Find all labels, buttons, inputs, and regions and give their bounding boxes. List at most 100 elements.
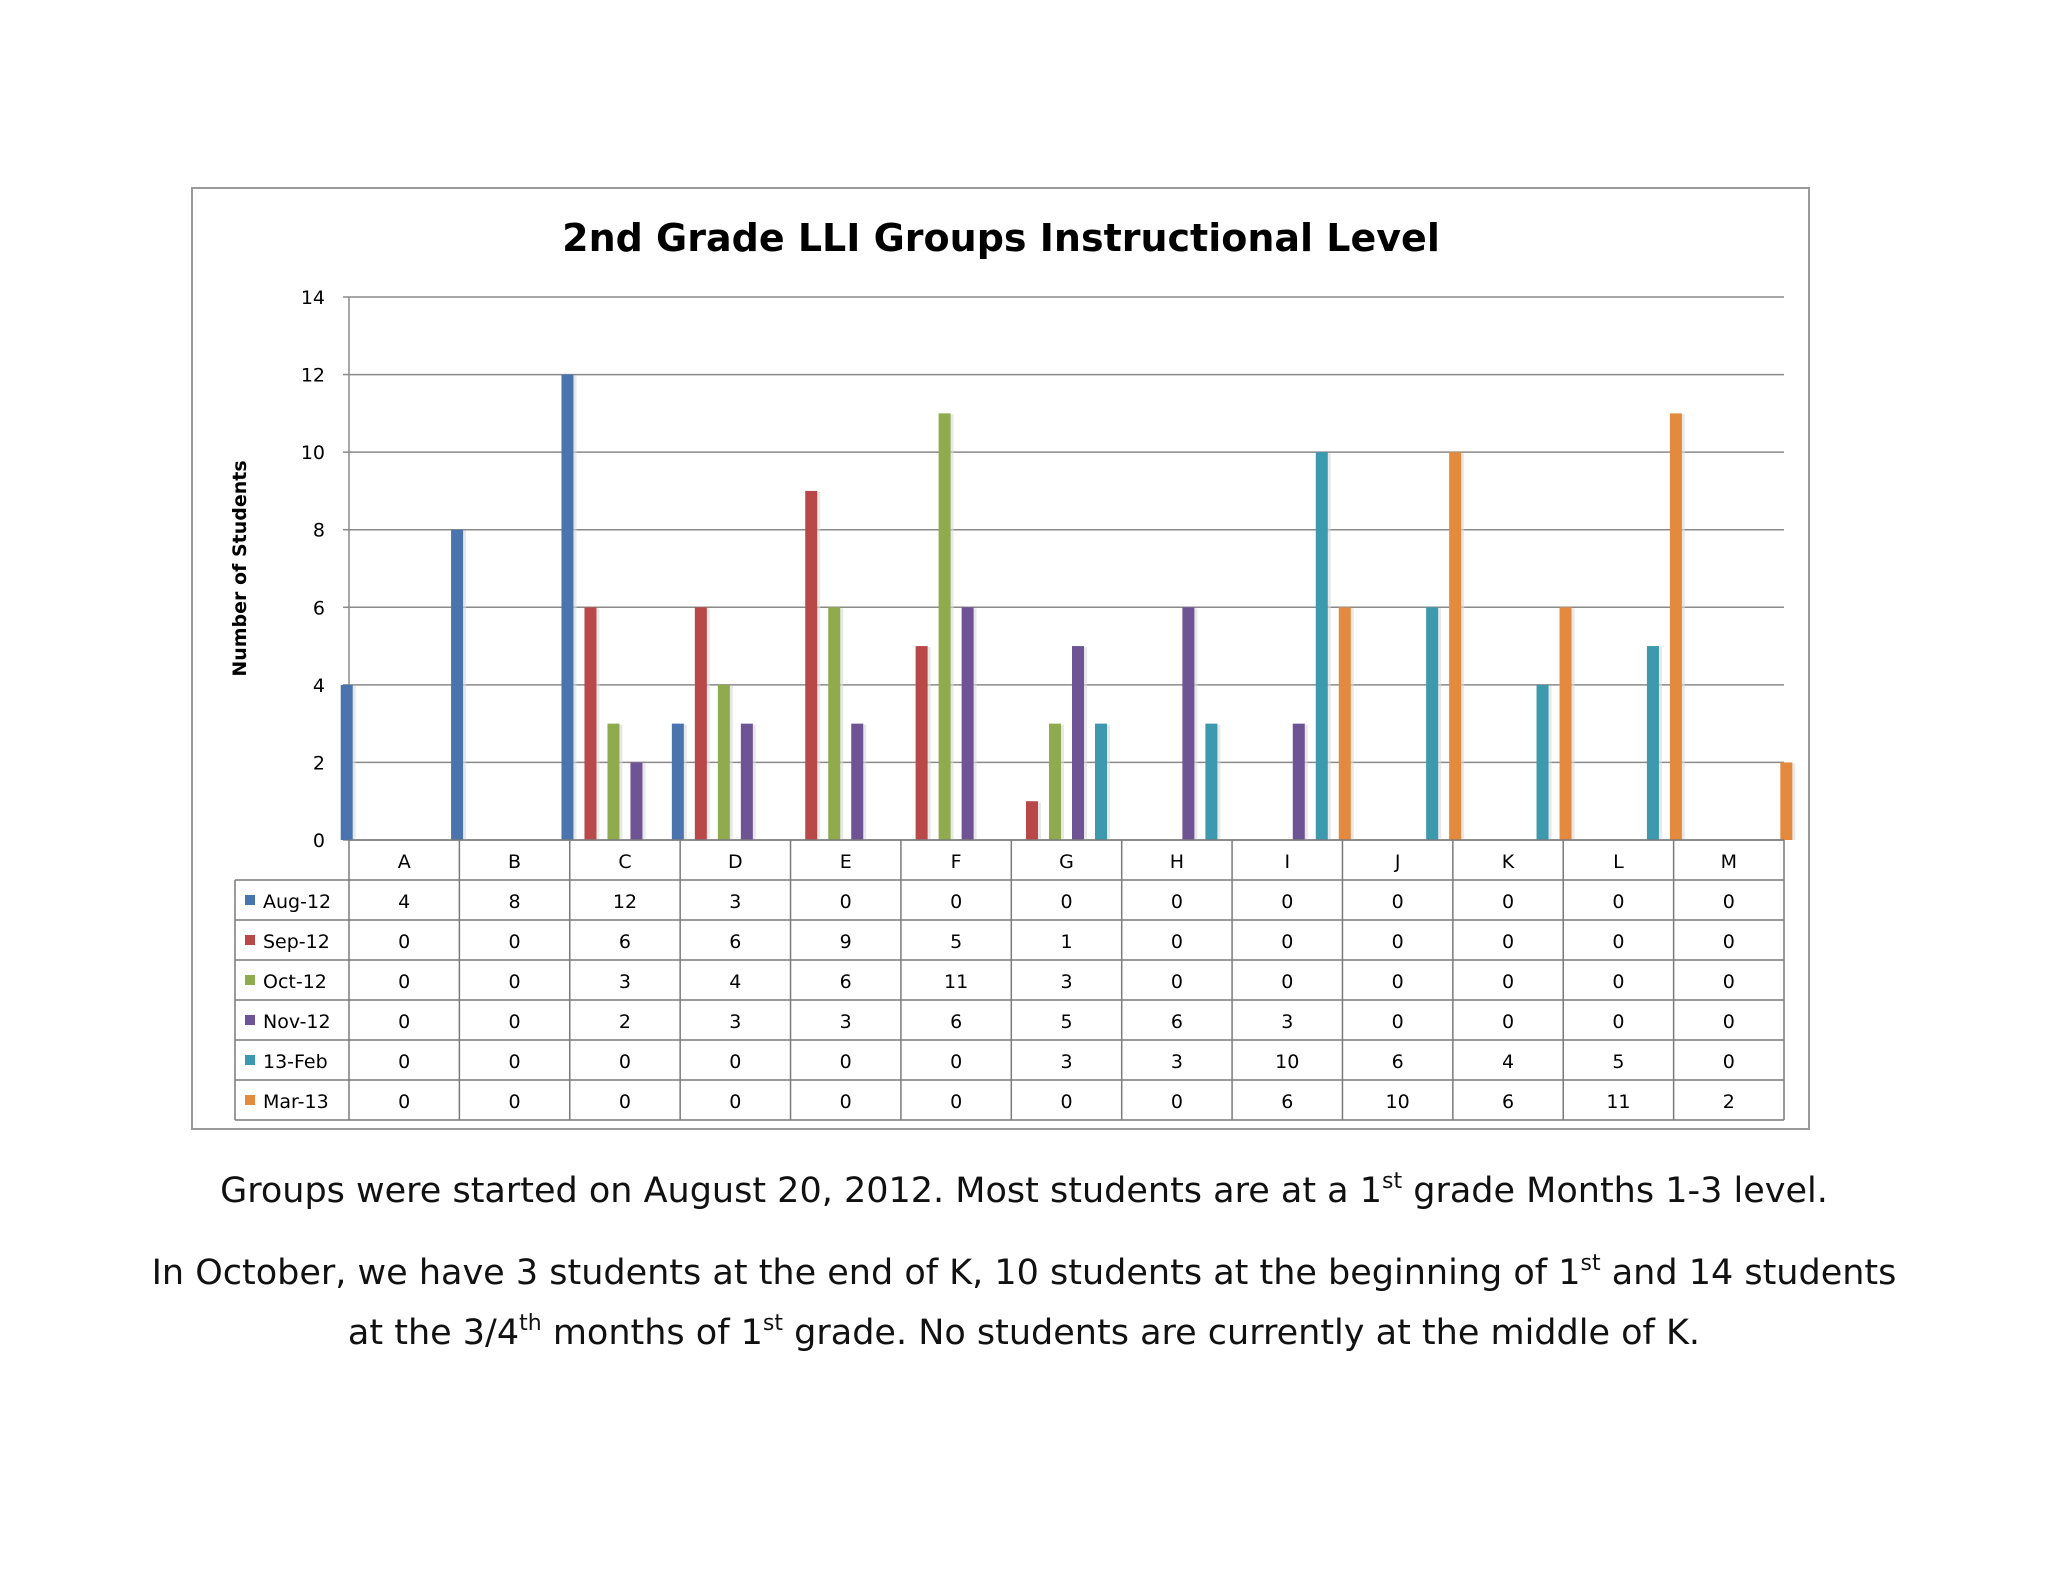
- table-cell-value: 5: [1612, 1051, 1624, 1073]
- table-cell-value: 3: [1060, 971, 1072, 993]
- y-tick-label: 12: [301, 365, 325, 387]
- table-cell-value: 6: [729, 931, 741, 953]
- legend-label: Nov-12: [263, 1011, 331, 1033]
- table-cell-value: 3: [1281, 1011, 1293, 1033]
- category-label: L: [1613, 851, 1624, 873]
- table-cell-value: 0: [1171, 1091, 1183, 1113]
- table-cell-value: 0: [1392, 1011, 1404, 1033]
- table-cell-value: 0: [1612, 1011, 1624, 1033]
- bar-chart: 2nd Grade LLI Groups Instructional Level…: [229, 216, 1796, 1121]
- table-cell-value: 0: [398, 971, 410, 993]
- caption-line-2: In October, we have 3 students at the en…: [150, 1243, 1898, 1303]
- caption-superscript: st: [762, 1311, 784, 1336]
- table-cell-value: 0: [729, 1051, 741, 1073]
- bar: [1049, 723, 1061, 840]
- caption-superscript: st: [1580, 1251, 1601, 1276]
- category-label: G: [1059, 851, 1074, 873]
- legend-label: Oct-12: [263, 971, 327, 993]
- table-cell-value: 0: [1502, 971, 1514, 993]
- table-cell-value: 0: [1392, 971, 1404, 993]
- legend-swatch: [245, 1015, 255, 1025]
- table-cell-value: 4: [398, 891, 410, 913]
- caption-text: In October, we have 3 students at the en…: [151, 1253, 1581, 1293]
- bar: [1205, 723, 1218, 840]
- bar: [961, 607, 974, 840]
- caption-line-3: at the 3/4th months of 1st grade. No stu…: [150, 1303, 1898, 1363]
- bar: [805, 490, 818, 840]
- bar: [1426, 607, 1439, 840]
- table-cell-value: 0: [619, 1091, 631, 1113]
- table-cell-value: 0: [398, 1091, 410, 1113]
- table-cell-value: 0: [950, 1091, 962, 1113]
- bar: [740, 723, 753, 840]
- table-cell-value: 9: [840, 931, 852, 953]
- table-cell-value: 0: [840, 1091, 852, 1113]
- category-label: D: [728, 851, 743, 873]
- table-cell-value: 3: [729, 1011, 741, 1033]
- bar: [1559, 607, 1572, 840]
- category-label: C: [618, 851, 631, 873]
- bar: [1669, 413, 1682, 840]
- table-cell-value: 0: [509, 971, 521, 993]
- table-cell-value: 8: [509, 891, 521, 913]
- table-cell-value: 0: [1060, 891, 1072, 913]
- table-cell-value: 0: [509, 1011, 521, 1033]
- table-cell-value: 0: [509, 931, 521, 953]
- table-cell-value: 0: [1171, 931, 1183, 953]
- table-cell-value: 0: [1612, 971, 1624, 993]
- table-cell-value: 3: [1060, 1051, 1072, 1073]
- table-cell-value: 0: [1392, 891, 1404, 913]
- legend-label: Mar-13: [263, 1091, 329, 1113]
- table-cell-value: 0: [509, 1091, 521, 1113]
- bar: [671, 723, 684, 840]
- bar: [938, 413, 951, 840]
- table-cell-value: 0: [1612, 891, 1624, 913]
- category-label: M: [1721, 851, 1737, 873]
- table-cell-value: 6: [950, 1011, 962, 1033]
- y-axis-label: Number of Students: [229, 460, 251, 676]
- table-cell-value: 0: [1502, 931, 1514, 953]
- table-cell-value: 0: [1612, 931, 1624, 953]
- caption-text: months of 1: [541, 1313, 763, 1353]
- bar: [1338, 607, 1351, 840]
- legend-swatch: [245, 895, 255, 905]
- y-tick-label: 2: [313, 752, 325, 774]
- y-tick-label: 4: [313, 675, 325, 697]
- table-cell-value: 0: [1281, 891, 1293, 913]
- bar: [1646, 646, 1659, 840]
- category-label: K: [1502, 851, 1515, 873]
- table-cell-value: 12: [613, 891, 637, 913]
- table-cell-value: 0: [1723, 1051, 1735, 1073]
- table-cell-value: 0: [1723, 891, 1735, 913]
- y-tick-label: 10: [301, 442, 325, 464]
- bar: [1095, 723, 1107, 840]
- table-cell-value: 0: [1281, 971, 1293, 993]
- table-cell-value: 0: [1281, 931, 1293, 953]
- caption-paragraph-2: In October, we have 3 students at the en…: [150, 1243, 1898, 1363]
- bar: [1449, 452, 1462, 840]
- table-cell-value: 0: [398, 931, 410, 953]
- bar: [451, 529, 464, 840]
- legend-label: 13-Feb: [263, 1051, 328, 1073]
- table-cell-value: 0: [619, 1051, 631, 1073]
- caption-superscript: th: [519, 1311, 542, 1336]
- bar: [584, 607, 597, 840]
- table-cell-value: 0: [398, 1011, 410, 1033]
- caption-text: grade Months 1-3 level.: [1402, 1171, 1828, 1211]
- y-tick-label: 6: [313, 597, 325, 619]
- table-cell-value: 6: [1502, 1091, 1514, 1113]
- bar: [1292, 723, 1305, 840]
- bar: [1536, 684, 1549, 840]
- table-cell-value: 0: [1723, 971, 1735, 993]
- table-cell-value: 0: [840, 1051, 852, 1073]
- caption-text: at the 3/4: [347, 1313, 520, 1353]
- table-cell-value: 4: [729, 971, 741, 993]
- table-cell-value: 11: [1606, 1091, 1630, 1113]
- table-cell-value: 0: [1171, 891, 1183, 913]
- table-cell-value: 0: [950, 1051, 962, 1073]
- table-cell-value: 6: [1392, 1051, 1404, 1073]
- chart-title: 2nd Grade LLI Groups Instructional Level: [562, 216, 1440, 260]
- bar: [1182, 607, 1195, 840]
- legend-label: Aug-12: [263, 891, 331, 913]
- caption-line-1: Groups were started on August 20, 2012. …: [150, 1161, 1898, 1221]
